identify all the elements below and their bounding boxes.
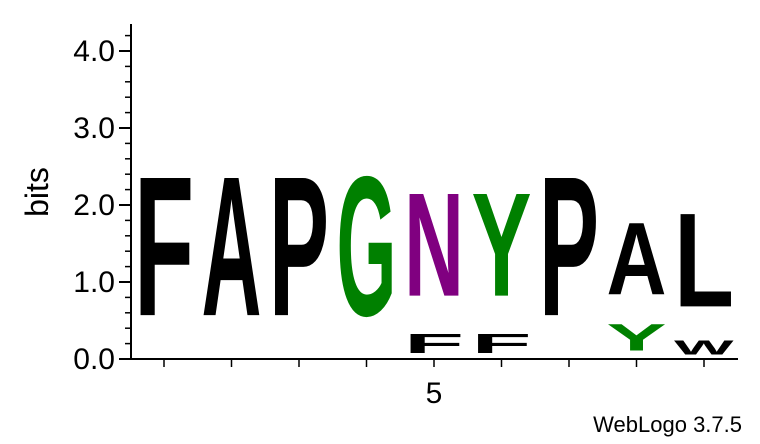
- logo-letter-n-pos5: N: [404, 163, 464, 328]
- logo-letter-a-pos8: A: [607, 200, 667, 316]
- y-tick-label: 4.0: [73, 35, 115, 68]
- logo-letter-f-pos1: F: [134, 136, 194, 358]
- logo-letter-a-pos2: A: [202, 136, 262, 358]
- weblogo-version: WebLogo 3.7.5: [593, 412, 742, 437]
- y-tick-label: 1.0: [73, 266, 115, 299]
- y-tick-label: 0.0: [73, 343, 115, 376]
- y-tick-label: 2.0: [73, 189, 115, 222]
- logo-letter-p-pos3: P: [269, 135, 329, 358]
- y-tick-label: 3.0: [73, 112, 115, 145]
- logo-letter-l-pos9: L: [674, 185, 734, 334]
- logo-letter-y-pos6: Y: [472, 162, 532, 328]
- logo-letter-f-pos6: F: [472, 329, 532, 360]
- x-tick-label: 5: [426, 377, 443, 410]
- y-axis-label: bits: [19, 167, 55, 217]
- logo-letter-g-pos4: G: [337, 136, 397, 359]
- logo-letter-p-pos7: P: [539, 135, 599, 358]
- logo-letter-w-pos9: W: [674, 336, 734, 359]
- logo-letter-y-pos8: Y: [607, 317, 667, 359]
- logo-letter-f-pos5: F: [404, 329, 464, 360]
- axes: 0.0 1.0 2.0 3.0 4.0 bits 5: [19, 24, 738, 410]
